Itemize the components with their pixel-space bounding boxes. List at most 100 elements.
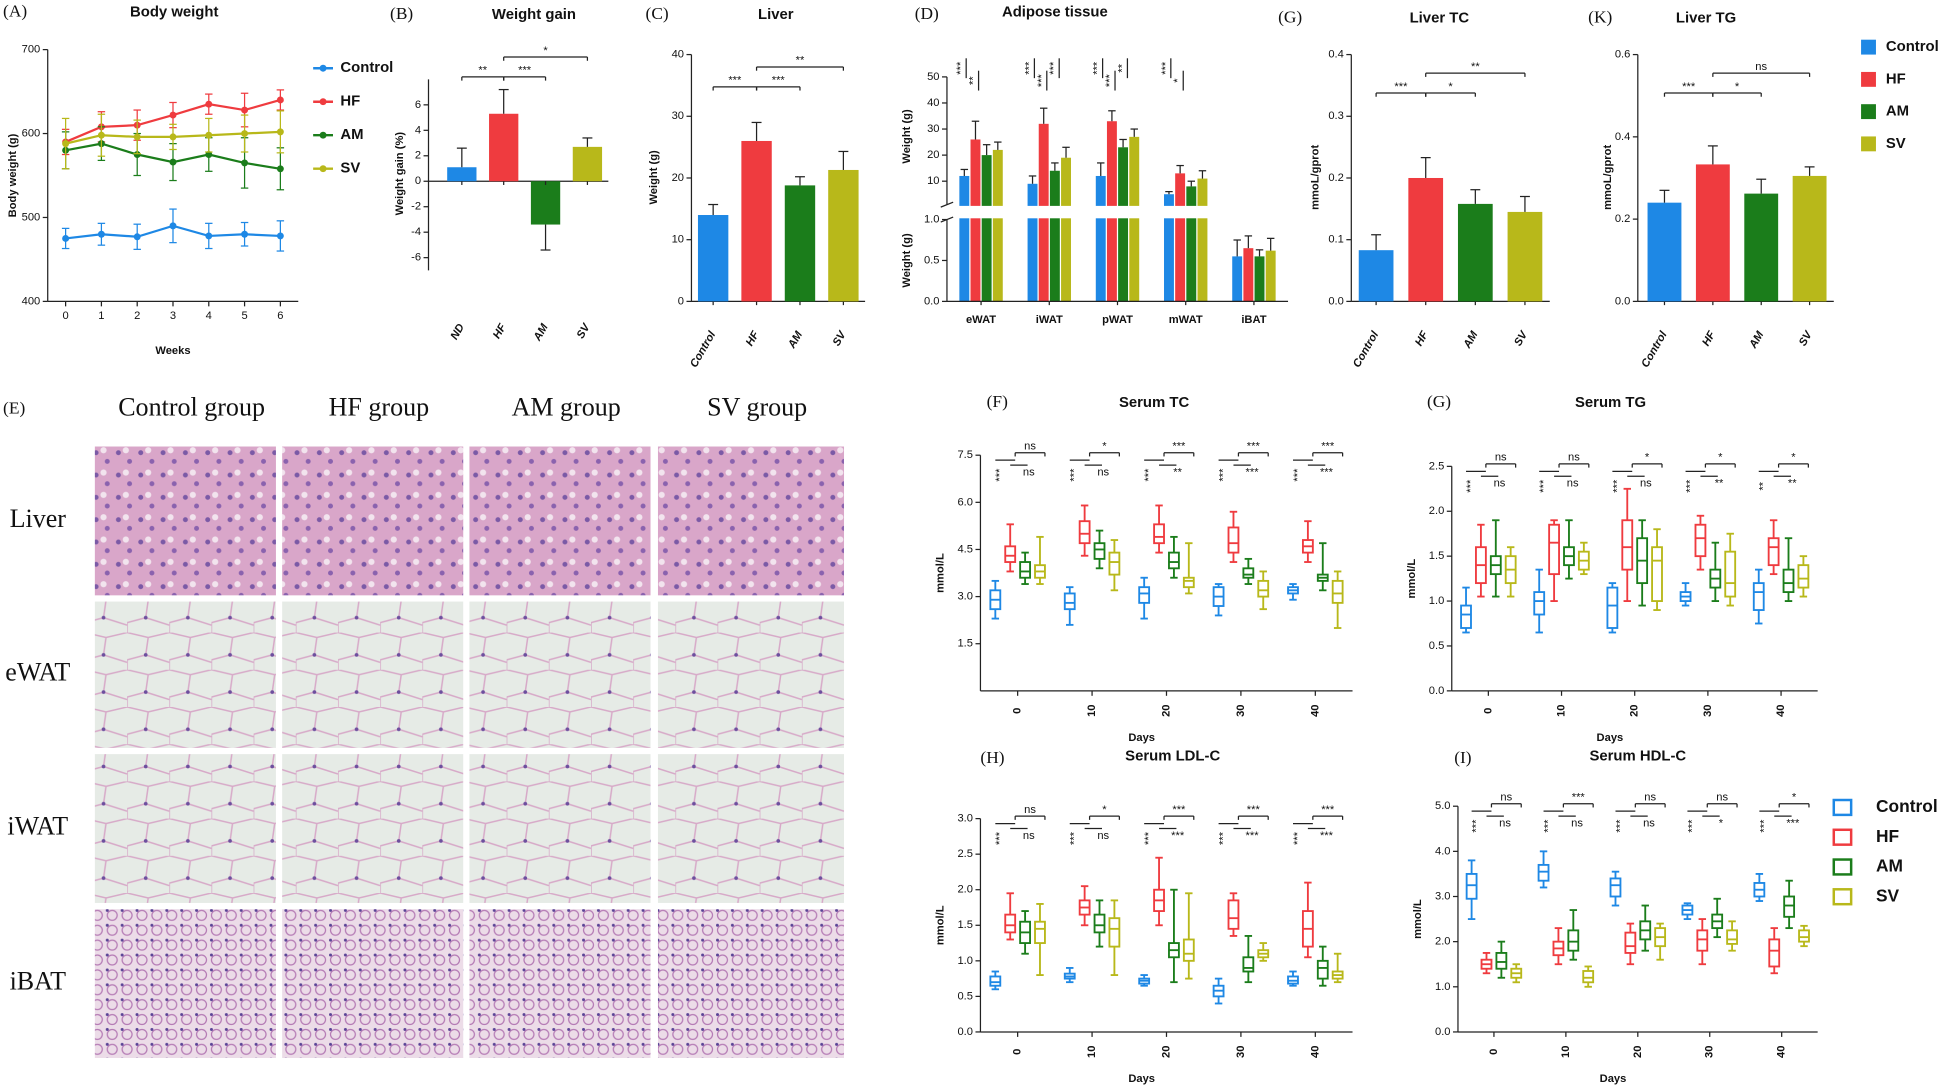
point [133, 133, 141, 141]
y-tick-label: 3.0 [1435, 890, 1451, 902]
legend-swatch [1832, 888, 1853, 906]
box [1168, 551, 1180, 570]
sig-label: ns [1024, 440, 1036, 452]
sig-label: * [1735, 81, 1740, 93]
bar [1254, 256, 1265, 302]
bar [1265, 250, 1276, 302]
row-label: iWAT [7, 812, 68, 841]
chart-title: Adipose tissue [1002, 4, 1108, 20]
legend-label: Control [1876, 796, 1938, 816]
histology-image [657, 446, 845, 596]
legend-marker [319, 165, 327, 173]
sig-label: ns [1644, 791, 1656, 803]
sig-label: *** [1321, 804, 1335, 816]
x-tick-label: mWAT [1169, 314, 1203, 326]
x-tick-label: ND [449, 322, 467, 342]
sig-label: ns [1640, 478, 1652, 490]
box [1078, 520, 1091, 545]
y-axis-label: mmol/L [935, 553, 947, 593]
x-axis-label: Weeks [155, 345, 190, 357]
row-label: eWAT [5, 658, 70, 687]
point [241, 230, 249, 238]
box [1767, 537, 1780, 567]
y-tick-label: 0 [678, 295, 684, 307]
bar [1507, 211, 1543, 302]
point [241, 130, 249, 138]
sig-label: *** [1143, 468, 1155, 482]
box [1242, 956, 1255, 973]
y-tick-label: 40 [927, 97, 939, 109]
sig-label: ** [1116, 63, 1128, 72]
bar [530, 181, 561, 225]
point [276, 96, 284, 104]
sig-label: ns [1494, 478, 1506, 490]
histology-image [657, 601, 845, 748]
box [1093, 542, 1106, 560]
box [1548, 523, 1560, 576]
sig-label: *** [1246, 830, 1260, 842]
y-tick-label: 0.0 [1429, 685, 1445, 697]
x-axis-label: Days [1597, 732, 1624, 744]
sig-label: * [1792, 791, 1797, 803]
sig-label: ns [1500, 791, 1512, 803]
point [276, 128, 284, 136]
chart-title: Liver TG [1676, 11, 1736, 27]
bar [741, 140, 772, 302]
histology-image [94, 909, 276, 1058]
x-tick-label: eWAT [966, 314, 996, 326]
chart-title: Serum TG [1575, 395, 1646, 411]
histology-image [282, 909, 464, 1058]
legend-swatch [1832, 798, 1853, 817]
bar [970, 139, 981, 302]
point [133, 233, 141, 241]
sig-label: *** [955, 61, 967, 75]
box [1182, 576, 1195, 589]
panel-label: (K) [1588, 8, 1612, 27]
box [1331, 579, 1344, 604]
y-tick-label: 2.0 [1435, 936, 1451, 948]
y-tick-label: 2 [415, 150, 421, 162]
box [1227, 526, 1240, 554]
chart-title: Liver TC [1410, 11, 1470, 27]
y-tick-label: 2.5 [957, 848, 973, 860]
sig-label: * [1172, 78, 1184, 83]
x-tick-label: AM [1747, 329, 1767, 352]
x-tick-label: 5 [241, 310, 247, 322]
y-tick-label: 20 [672, 172, 684, 184]
legend-label: Control [340, 60, 393, 76]
sig-label: *** [1320, 830, 1334, 842]
point [205, 100, 213, 108]
point [205, 151, 213, 158]
box [1724, 550, 1737, 598]
y-tick-label: 50 [927, 71, 939, 83]
legend-label: HF [340, 94, 360, 110]
sig-label: ns [1024, 804, 1036, 816]
sig-label: *** [518, 65, 532, 77]
sig-label: ns [1568, 452, 1580, 464]
sig-label: ** [1173, 467, 1182, 479]
y-axis-label: mmoL/gprot [1309, 145, 1321, 210]
y-tick-label: 0.0 [1328, 295, 1344, 307]
sig-label: ns [1716, 791, 1728, 803]
box [1465, 872, 1478, 900]
bar [784, 185, 816, 302]
x-tick-label: iWAT [1036, 314, 1063, 326]
x-tick-label: Control [1351, 329, 1382, 370]
bar [981, 155, 992, 302]
x-tick-label: 4 [206, 310, 212, 322]
sig-label: ** [796, 55, 805, 67]
x-tick-label: AM [531, 321, 551, 344]
point [169, 133, 177, 141]
bar [1243, 248, 1254, 302]
legend-swatch [1861, 71, 1876, 87]
y-tick-label: 700 [22, 44, 41, 56]
panel-label: (G) [1278, 8, 1302, 27]
box [1606, 586, 1619, 629]
bar [1232, 256, 1243, 302]
sig-label: *** [1092, 61, 1104, 75]
sig-label: * [1791, 452, 1796, 464]
box [1624, 931, 1637, 954]
y-tick-label: 600 [22, 127, 41, 139]
y-tick-label: 4.0 [1435, 845, 1451, 857]
